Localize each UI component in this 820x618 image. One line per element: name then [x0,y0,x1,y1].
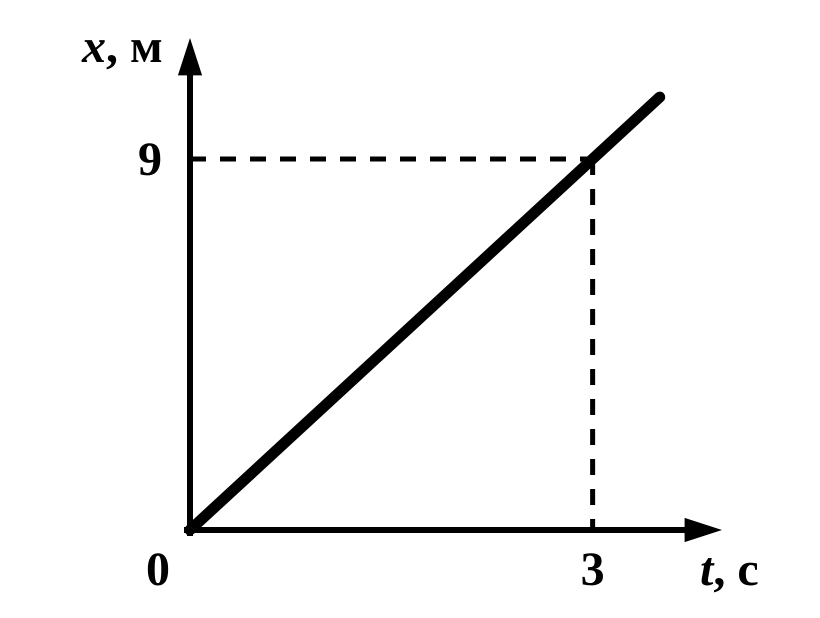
origin-label: 0 [146,543,170,596]
x-tick-3: 3 [581,543,605,596]
x-axis-label: t, c [700,543,759,596]
kinematics-xt-chart: x, м t, c 0 3 9 [0,0,820,618]
y-axis-label: x, м [81,20,163,73]
y-tick-9: 9 [138,133,162,186]
chart-svg: x, м t, c 0 3 9 [0,0,820,618]
